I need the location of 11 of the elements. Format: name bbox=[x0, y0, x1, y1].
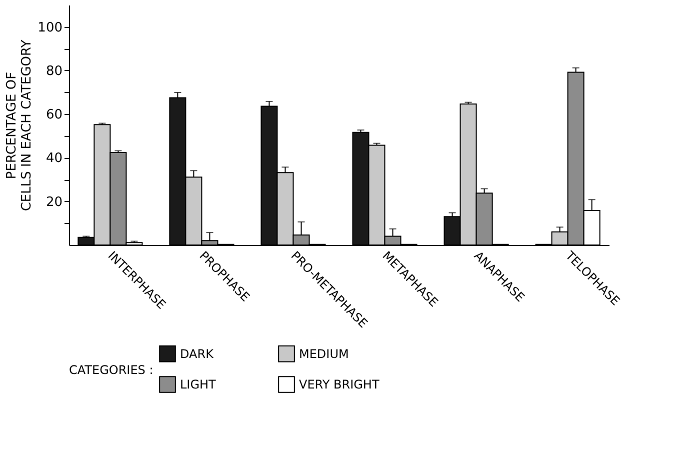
y-tick-label: 20 bbox=[46, 194, 62, 210]
legend-label: LIGHT bbox=[180, 378, 217, 392]
y-tick-label: 60 bbox=[46, 108, 62, 123]
y-axis-title: PERCENTAGE OF CELLS IN EACH CATEGORY bbox=[4, 40, 35, 212]
y-tick-label: 100 bbox=[38, 20, 62, 36]
legend-label: DARK bbox=[180, 346, 215, 361]
legend-label: MEDIUM bbox=[299, 346, 349, 361]
y-tick-label: 80 bbox=[46, 64, 62, 79]
y-tick-label: 40 bbox=[46, 151, 62, 166]
legend-title: CATEGORIES : bbox=[69, 363, 154, 377]
legend-label: VERY BRIGHT bbox=[299, 378, 380, 392]
